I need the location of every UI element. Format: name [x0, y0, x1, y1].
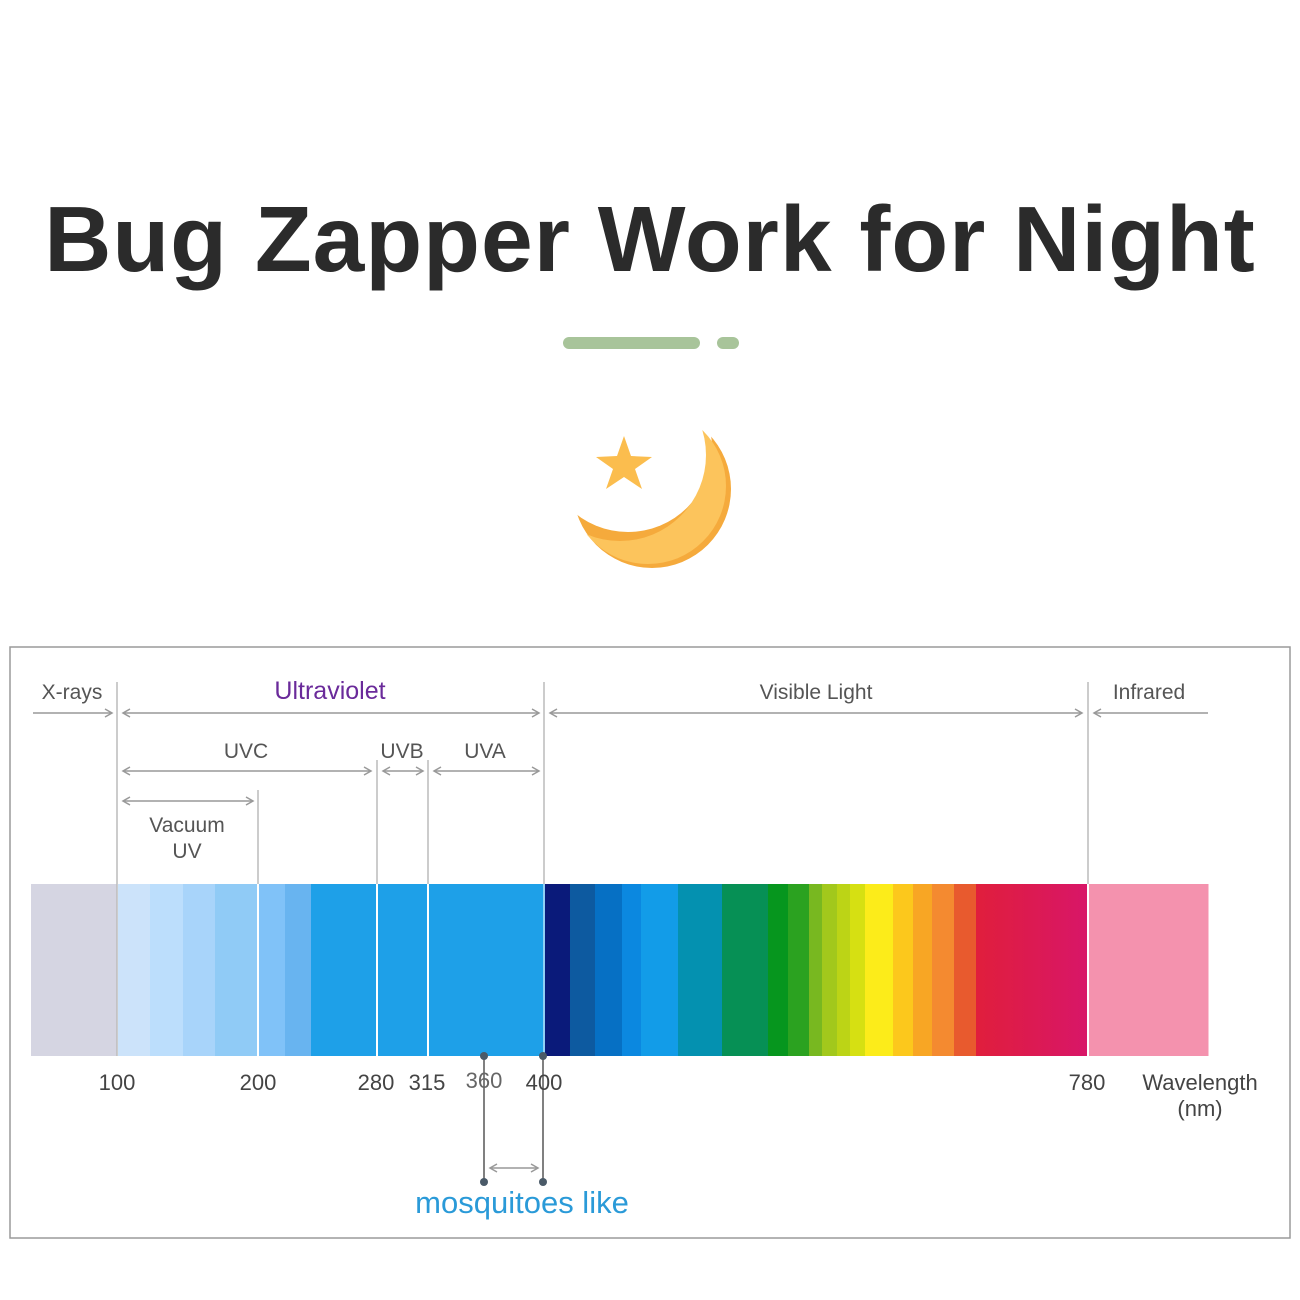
tick-780: 780 — [1069, 1070, 1106, 1095]
spectrum-band-visible — [722, 884, 769, 1056]
spectrum-band-visible — [954, 884, 977, 1056]
range-arrows — [33, 708, 1208, 1173]
spectrum-band-visible — [837, 884, 851, 1056]
tick-360: 360 — [466, 1068, 503, 1093]
spectrum-band-visible — [641, 884, 679, 1056]
spectrum-band-infrared — [1088, 884, 1209, 1056]
spectrum-band-visible — [976, 884, 1088, 1056]
label-vacuum-uv-line2: UV — [172, 840, 201, 863]
spectrum-band-uv — [285, 884, 312, 1056]
star-icon — [596, 436, 652, 489]
spectrum-band-visible — [822, 884, 838, 1056]
mosquito-range-markers — [480, 1052, 547, 1186]
spectrum-band-visible — [678, 884, 723, 1056]
spectrum-band-visible — [544, 884, 571, 1056]
tick-315: 315 — [409, 1070, 446, 1095]
spectrum-band-uv — [258, 884, 286, 1056]
spectrum-band-uv — [428, 884, 545, 1056]
spectrum-band-visible — [850, 884, 866, 1056]
title-divider-dot — [717, 337, 739, 349]
tick-200: 200 — [240, 1070, 277, 1095]
tick-100: 100 — [99, 1070, 136, 1095]
diagram-frame — [9, 646, 1291, 1239]
spectrum-band-visible — [865, 884, 894, 1056]
spectrum-band-visible — [913, 884, 933, 1056]
label-visible-light: Visible Light — [760, 681, 873, 704]
spectrum-band-uv — [118, 884, 151, 1056]
spectrum-band-visible — [570, 884, 596, 1056]
tick-280: 280 — [358, 1070, 395, 1095]
spectrum-band-xrays — [31, 884, 117, 1056]
mosquitoes-like-label: mosquitoes like — [415, 1185, 629, 1220]
spectrum-band-uv — [215, 884, 259, 1056]
spectrum-bar — [31, 884, 1209, 1056]
spectrum-band-visible — [595, 884, 623, 1056]
label-uvc: UVC — [224, 740, 268, 763]
axis-label-wavelength: Wavelength — [1142, 1070, 1257, 1095]
label-uva: UVA — [464, 740, 506, 763]
label-uvb: UVB — [380, 740, 423, 763]
spectrum-band-visible — [622, 884, 642, 1056]
spectrum-band-visible — [932, 884, 955, 1056]
spectrum-band-uv — [377, 884, 429, 1056]
spectrum-band-uv — [183, 884, 216, 1056]
spectrum-band-visible — [768, 884, 789, 1056]
label-infrared: Infrared — [1113, 681, 1185, 704]
axis-label-unit: (nm) — [1177, 1096, 1222, 1121]
tick-400: 400 — [526, 1070, 563, 1095]
spectrum-band-visible — [809, 884, 823, 1056]
title-divider — [563, 337, 700, 349]
label-ultraviolet: Ultraviolet — [274, 677, 385, 705]
spectrum-band-uv — [150, 884, 184, 1056]
divider-lines — [116, 682, 1089, 1056]
spectrum-band-visible — [893, 884, 914, 1056]
label-vacuum-uv-line1: Vacuum — [149, 814, 224, 837]
page-title: Bug Zapper Work for Night — [44, 187, 1256, 291]
spectrum-band-visible — [788, 884, 810, 1056]
label-xrays: X-rays — [42, 681, 103, 704]
spectrum-band-uv — [311, 884, 378, 1056]
